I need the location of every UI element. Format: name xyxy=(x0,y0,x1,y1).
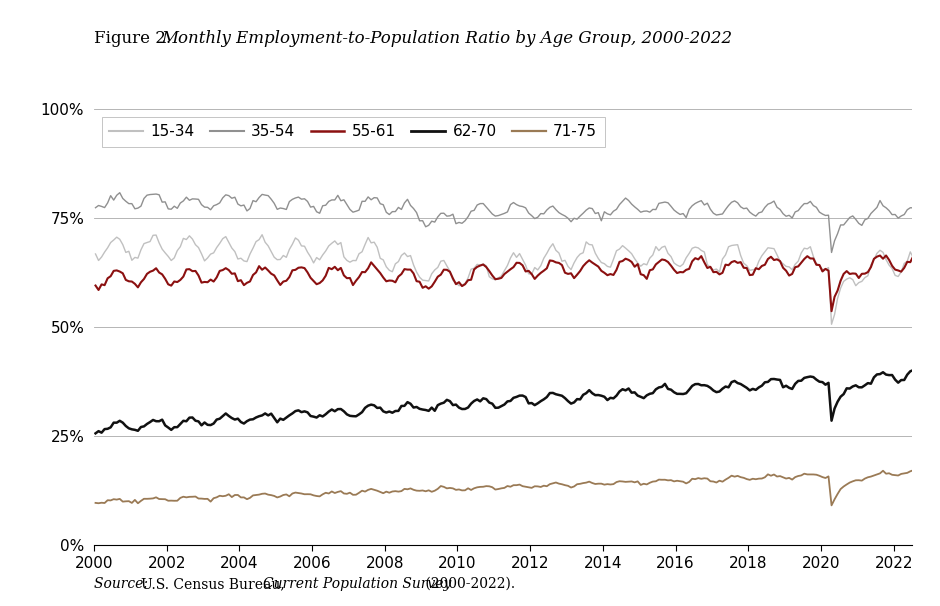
35-54 xyxy=(114,189,125,196)
35-54 xyxy=(826,249,838,256)
71-75 xyxy=(923,468,934,475)
62-70 xyxy=(399,402,410,410)
35-54 xyxy=(526,212,538,219)
Text: (2000-2022).: (2000-2022). xyxy=(421,577,515,591)
Line: 71-75: 71-75 xyxy=(96,470,929,505)
71-75 xyxy=(199,495,211,502)
55-61 xyxy=(199,278,211,285)
35-54 xyxy=(671,209,682,216)
55-61 xyxy=(399,265,410,273)
35-54 xyxy=(923,211,934,218)
55-61 xyxy=(826,307,838,315)
71-75 xyxy=(514,481,525,488)
35-54 xyxy=(402,196,414,203)
71-75 xyxy=(587,479,598,487)
62-70 xyxy=(587,390,598,397)
15-34 xyxy=(257,231,268,238)
35-54 xyxy=(517,203,528,210)
55-61 xyxy=(911,250,922,257)
55-61 xyxy=(668,266,680,273)
Text: Source:: Source: xyxy=(94,577,152,591)
15-34 xyxy=(526,271,538,278)
Line: 15-34: 15-34 xyxy=(96,235,929,324)
62-70 xyxy=(923,371,934,378)
15-34 xyxy=(671,262,682,269)
Legend: 15-34, 35-54, 55-61, 62-70, 71-75: 15-34, 35-54, 55-61, 62-70, 71-75 xyxy=(102,117,604,147)
71-75 xyxy=(399,485,410,493)
71-75 xyxy=(826,502,838,509)
Line: 55-61: 55-61 xyxy=(96,253,929,311)
Text: Monthly Employment-to-Population Ratio by Age Group, 2000-2022: Monthly Employment-to-Population Ratio b… xyxy=(162,30,733,47)
62-70 xyxy=(199,419,211,426)
71-75 xyxy=(523,484,534,491)
Text: Current Population Survey: Current Population Survey xyxy=(263,577,451,591)
71-75 xyxy=(914,466,925,473)
35-54 xyxy=(589,210,601,217)
55-61 xyxy=(587,259,598,266)
Line: 62-70: 62-70 xyxy=(96,369,929,433)
35-54 xyxy=(202,204,213,211)
71-75 xyxy=(90,499,102,507)
62-70 xyxy=(90,430,102,437)
71-75 xyxy=(668,478,680,485)
Line: 35-54: 35-54 xyxy=(96,193,929,253)
62-70 xyxy=(668,388,680,396)
15-34 xyxy=(589,250,601,257)
15-34 xyxy=(402,253,414,260)
15-34 xyxy=(826,321,838,328)
15-34 xyxy=(517,256,528,263)
Text: Figure 2.: Figure 2. xyxy=(94,30,177,47)
55-61 xyxy=(923,259,934,266)
62-70 xyxy=(916,365,928,373)
15-34 xyxy=(923,265,934,272)
62-70 xyxy=(523,400,534,407)
55-61 xyxy=(514,259,525,267)
15-34 xyxy=(199,258,211,265)
55-61 xyxy=(523,267,534,275)
Text: U.S. Census Bureau,: U.S. Census Bureau, xyxy=(141,577,290,591)
15-34 xyxy=(90,250,102,258)
35-54 xyxy=(90,204,102,211)
62-70 xyxy=(514,392,525,399)
55-61 xyxy=(90,282,102,289)
